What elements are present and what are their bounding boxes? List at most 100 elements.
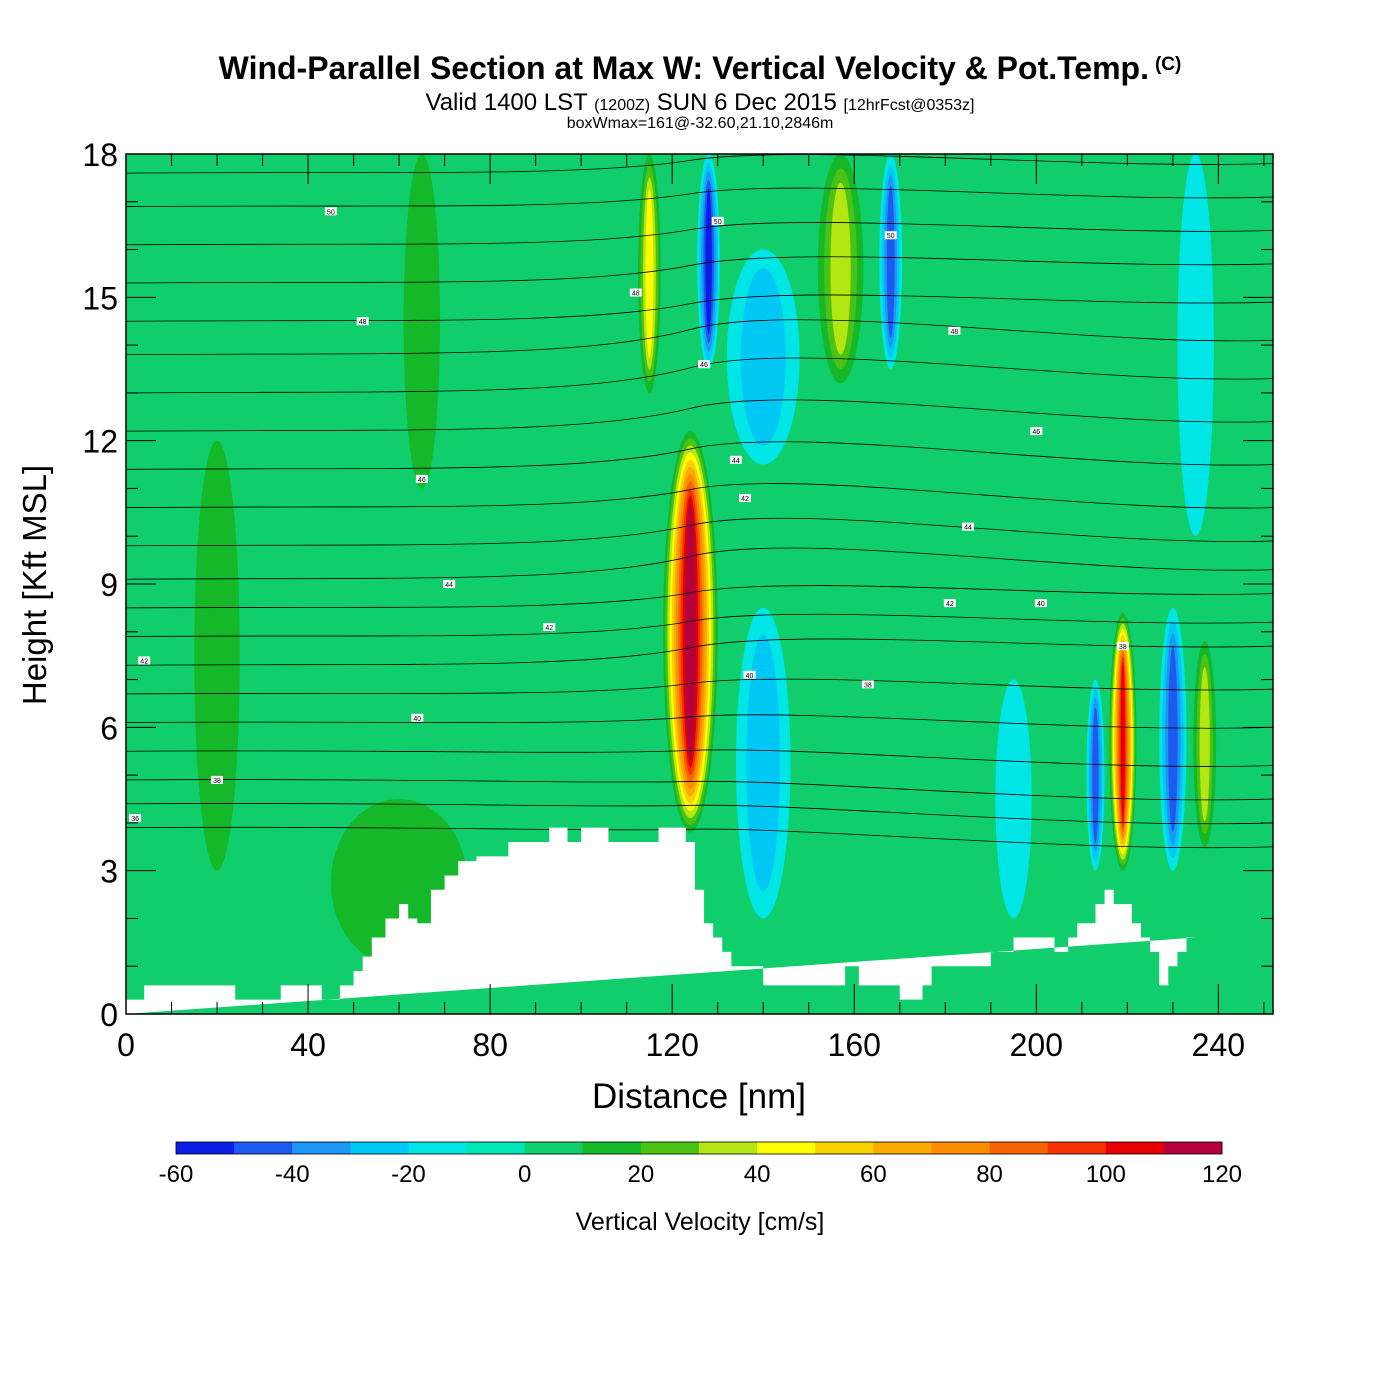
contour-label-box	[948, 326, 961, 335]
contour-label-text: 42	[946, 601, 954, 608]
colorbar-swatch	[466, 1142, 526, 1154]
contour-label: 46	[415, 474, 428, 484]
velocity-level--10	[1177, 154, 1214, 537]
contour-label-text: 50	[887, 233, 895, 240]
velocity-feature-updraft	[638, 154, 661, 393]
colorbar-tick-label: 40	[744, 1161, 771, 1188]
colorbar-swatch	[1163, 1142, 1223, 1154]
velocity-level-100	[1120, 661, 1125, 822]
x-axis-label: Distance [nm]	[592, 1077, 806, 1116]
terrain-mask	[126, 827, 1196, 1014]
contour-label: 40	[1034, 599, 1047, 608]
plot-area: 50 50 50 48 48 48 46 46 46 44 44 44 42 42 42 42 40 40 40 38…	[126, 154, 1273, 1014]
contour-label-box	[1116, 642, 1129, 651]
colorbar-label: Vertical Velocity [cm/s]	[575, 1208, 825, 1236]
velocity-level-40	[645, 189, 654, 358]
contour-label-box	[884, 231, 897, 240]
colorbar-swatch	[176, 1142, 235, 1154]
contour-label: 48	[356, 317, 369, 326]
contour-label-text: 38	[1119, 644, 1127, 651]
contour-label-text: 42	[545, 625, 553, 632]
x-tick-label: 120	[645, 1027, 698, 1063]
velocity-feature-updraft	[817, 154, 864, 384]
theta-contour-line	[126, 399, 1273, 432]
colorbar-swatch	[292, 1142, 351, 1154]
contour-label-box	[743, 670, 756, 679]
y-tick-label: 9	[100, 567, 118, 603]
colorbar-swatch	[757, 1142, 816, 1154]
velocity-level--40	[1092, 707, 1099, 843]
contour-label-box	[711, 216, 724, 225]
contour-label-box	[739, 494, 752, 502]
colorbar-tick-label: 100	[1086, 1161, 1126, 1188]
contour-label-box	[415, 474, 428, 483]
contour-label-text: 44	[964, 525, 972, 532]
copyright-mark: (C)	[1154, 54, 1182, 75]
contour-label: 44	[729, 455, 742, 465]
contour-label-box	[543, 623, 556, 631]
velocity-level--50	[705, 188, 712, 335]
theta-contour-line	[126, 585, 1273, 609]
velocity-feature-updraft	[663, 431, 718, 833]
velocity-feature-updraft	[1193, 641, 1217, 847]
x-tick-label: 240	[1192, 1027, 1245, 1063]
theta-contour-line	[126, 714, 1273, 729]
contour-label-box	[943, 599, 956, 608]
theta-contour-line	[126, 547, 1273, 580]
contour-label-text: 38	[213, 778, 221, 785]
theta-contour-line	[126, 154, 1273, 174]
colorbar-tick-label: -40	[275, 1161, 310, 1188]
velocity-feature-updraft	[403, 154, 441, 489]
contour-label: 46	[1030, 427, 1043, 436]
theta-contour-line	[126, 483, 1273, 509]
contour-label-text: 50	[327, 209, 335, 216]
x-tick-label: 80	[472, 1027, 508, 1063]
contour-label-text: 42	[140, 658, 148, 665]
contour-label: 50	[884, 231, 897, 240]
x-tick-label: 160	[828, 1027, 881, 1063]
velocity-feature-downdraft	[697, 154, 720, 369]
velocity-feature-downdraft	[1159, 607, 1187, 871]
contour-label-text: 36	[131, 816, 139, 823]
colorbar-tick-label: 120	[1202, 1161, 1242, 1188]
contour-label-box	[443, 580, 456, 588]
velocity-level--20	[740, 268, 786, 446]
contour-label-box	[698, 360, 711, 369]
velocity-feature-downdraft	[879, 154, 903, 369]
theta-contour-line	[126, 357, 1273, 394]
forecast-info: [12hrFcst@0353z]	[843, 97, 975, 114]
y-axis-label: Height [Kft MSL]	[16, 465, 53, 705]
contour-label-box	[729, 455, 742, 464]
contour-label-box	[1034, 599, 1047, 608]
colorbar-tick-label: 0	[518, 1161, 531, 1188]
contour-label: 44	[962, 522, 975, 532]
colorbar-swatch	[408, 1142, 468, 1154]
y-tick-label: 0	[100, 997, 118, 1033]
chart-title-text: Wind-Parallel Section at Max W: Vertical…	[218, 50, 1149, 86]
x-tick-labels: 0 40 80 120 160 200 240	[117, 1027, 1245, 1063]
theta-contour-labels: 50 50 50 48 48 48 46 46 46 44 44 44 42 42 42 42 40 40 40 38…	[129, 207, 1129, 823]
contour-label-text: 46	[418, 477, 426, 484]
contour-label: 42	[138, 656, 151, 665]
velocity-level--40	[886, 185, 895, 338]
axis-ticks	[125, 153, 1273, 1015]
y-tick-label: 3	[100, 854, 118, 890]
contour-label: 42	[943, 599, 956, 608]
contour-label-text: 48	[632, 291, 640, 298]
chart-title: Wind-Parallel Section at Max W: Vertical…	[0, 50, 1400, 92]
contour-label-text: 40	[1037, 601, 1045, 608]
contour-label-text: 40	[746, 673, 754, 680]
valid-prefix: Valid 1400 LST	[425, 89, 588, 116]
velocity-level-30	[830, 182, 851, 355]
y-tick-label: 12	[82, 424, 118, 460]
velocity-feature-downdraft	[735, 607, 791, 919]
colorbar-tick-label: 80	[976, 1161, 1003, 1188]
contour-label: 38	[1116, 642, 1129, 651]
colorbar-tick-label: 60	[860, 1161, 887, 1188]
contour-label-text: 38	[864, 682, 872, 689]
contour-label-text: 48	[950, 329, 958, 336]
colorbar-swatch	[640, 1142, 700, 1154]
contour-label-box	[962, 522, 975, 531]
colorbar-tick-label: -20	[391, 1161, 426, 1188]
